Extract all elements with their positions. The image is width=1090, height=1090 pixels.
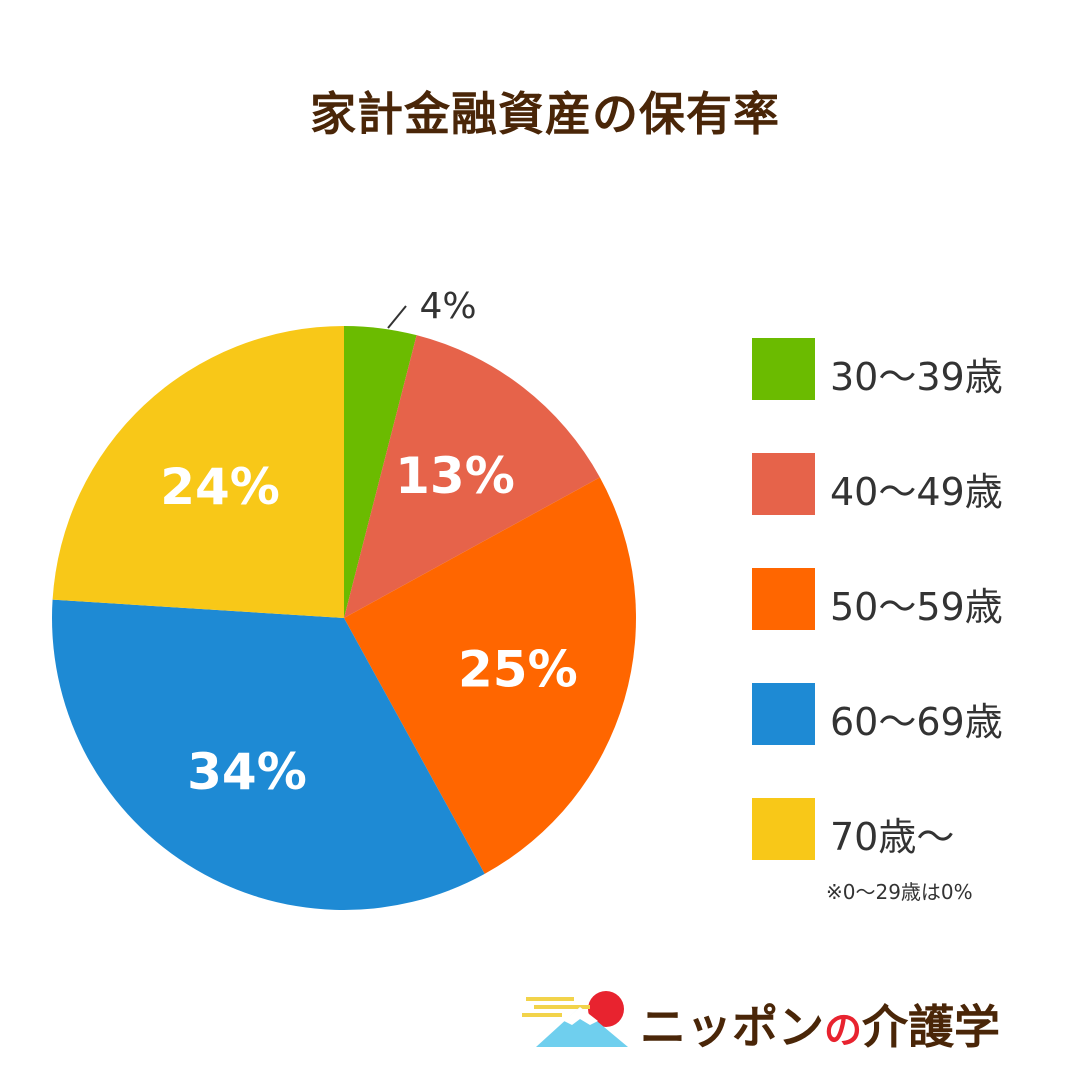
mount-fuji-sun-icon [522, 991, 628, 1047]
footnote: ※0〜29歳は0% [826, 880, 973, 904]
pie-slice [344, 335, 600, 618]
legend-swatch [752, 683, 815, 745]
pie-slice [344, 477, 636, 874]
slice-label: 25% [458, 641, 578, 699]
brand-name-part2: の [824, 1008, 863, 1052]
slice-label: 24% [160, 458, 280, 516]
legend-label: 50〜59歳 [830, 585, 1003, 629]
brand-name-part1: ニッポン [640, 1000, 824, 1054]
slice-label: 34% [187, 743, 307, 801]
brand-name-part3: 介護学 [862, 1000, 1001, 1054]
chart-title: 家計金融資産の保有率 [310, 87, 780, 141]
legend-label: 30〜39歳 [830, 355, 1003, 399]
legend-swatch [752, 338, 815, 400]
pie-slice [52, 599, 485, 910]
legend-label: 70歳〜 [830, 815, 955, 859]
slice-label: 4% [419, 286, 476, 327]
brand-name: ニッポンの介護学 [640, 991, 1000, 1057]
legend-swatch [752, 453, 815, 515]
brand-logo: ニッポンの介護学 [520, 985, 1080, 1055]
leader-line [387, 305, 407, 329]
legend-label: 40〜49歳 [830, 470, 1003, 514]
pie-slice [344, 326, 417, 618]
legend-swatch [752, 798, 815, 860]
legend-label: 60〜69歳 [830, 700, 1003, 744]
pie-slice [52, 326, 344, 618]
legend-swatch [752, 568, 815, 630]
slice-label: 13% [395, 447, 515, 505]
